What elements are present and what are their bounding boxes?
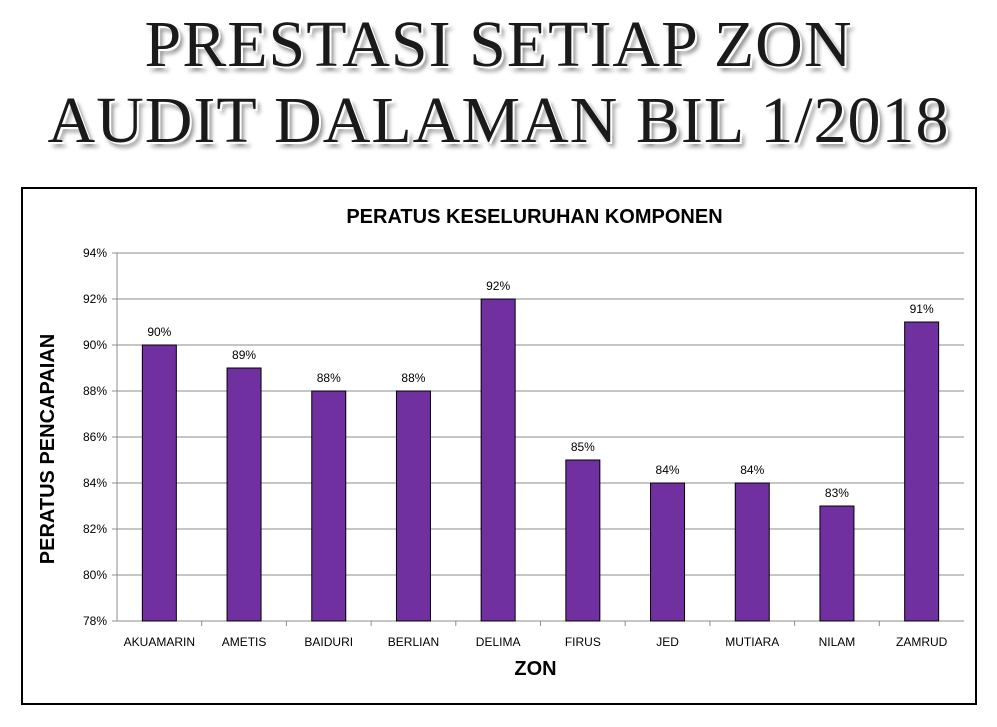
chart-frame: PERATUS KESELURUHAN KOMPONEN 78% 80% 82% 84%…: [21, 187, 977, 705]
x-tick-label: AMETIS: [222, 635, 267, 649]
x-tick-label: FIRUS: [565, 635, 601, 649]
bar-data-label: 88%: [317, 371, 341, 385]
bar: [226, 367, 262, 622]
bar: [565, 459, 601, 622]
page-headline-line-1: PRESTASI SETIAP ZON: [144, 8, 853, 81]
bar-data-label: 90%: [147, 325, 171, 339]
bar: [395, 390, 431, 622]
bar-data-label: 91%: [910, 302, 934, 316]
chart-title: PERATUS KESELURUHAN KOMPONEN: [346, 206, 722, 228]
bar-data-label: 88%: [401, 371, 425, 385]
y-tick-label: 90%: [83, 338, 107, 352]
bar: [650, 482, 686, 622]
page-headline-line-2: AUDIT DALAMAN BIL 1/2018: [47, 84, 950, 157]
x-tick-label: BAIDURI: [304, 635, 353, 649]
x-tick-label: ZAMRUD: [896, 635, 948, 649]
bar-data-label: 85%: [571, 440, 595, 454]
bar: [141, 344, 177, 622]
bar-data-label: 83%: [825, 486, 849, 500]
bar-data-label: 89%: [232, 348, 256, 362]
bar-chart: PERATUS KESELURUHAN KOMPONEN 78% 80% 82% 84%…: [37, 206, 964, 680]
x-tick-label: JED: [656, 635, 679, 649]
x-tick-label: AKUAMARIN: [124, 635, 195, 649]
x-tick-label: BERLIAN: [388, 635, 439, 649]
x-axis-title: ZON: [514, 658, 556, 680]
x-tick-label: MUTIARA: [725, 635, 779, 649]
x-tick-label: DELIMA: [476, 635, 521, 649]
bar-data-label: 84%: [740, 463, 764, 477]
x-tick-label: NILAM: [819, 635, 856, 649]
y-axis-title: PERATUS PENCAPAIAN: [37, 334, 59, 564]
bar: [904, 321, 940, 622]
y-tick-label: 88%: [83, 384, 107, 398]
bar: [311, 390, 347, 622]
y-tick-label: 84%: [83, 476, 107, 490]
y-tick-label: 94%: [83, 246, 107, 260]
bar: [819, 505, 855, 622]
y-tick-label: 82%: [83, 522, 107, 536]
bar-data-label: 84%: [656, 463, 680, 477]
bar: [480, 298, 516, 622]
bar: [734, 482, 770, 622]
y-tick-label: 92%: [83, 292, 107, 306]
y-tick-label: 80%: [83, 568, 107, 582]
y-tick-label: 78%: [83, 614, 107, 628]
y-tick-label: 86%: [83, 430, 107, 444]
bar-data-label: 92%: [486, 279, 510, 293]
